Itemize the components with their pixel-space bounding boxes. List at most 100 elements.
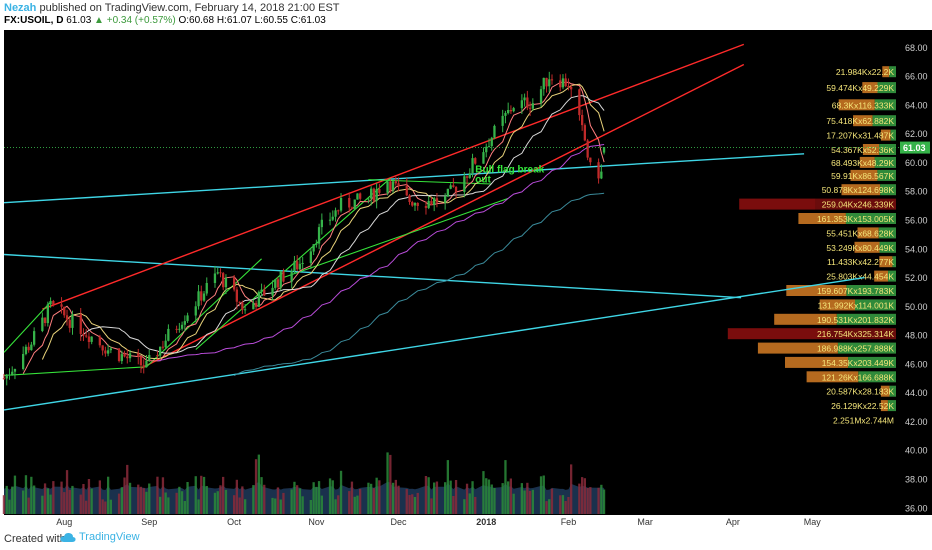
candle-body: [216, 272, 219, 274]
candle-body: [509, 110, 512, 112]
candle-body: [504, 113, 507, 116]
volume-bar: [509, 478, 512, 514]
candle-body: [52, 301, 55, 305]
symbol-name[interactable]: FX:USOIL, D: [4, 15, 64, 26]
volume-profile: 21.984Kx22.2K 59.474Kx49.229K 68.3Kx116.33…: [727, 66, 896, 426]
volume-profile-bar-down: [879, 256, 893, 268]
volume-profile-label: 190.531Kx201.832K: [817, 315, 894, 325]
volume-profile-label: 259.04Kx246.339K: [822, 200, 895, 210]
y-tick-label: 66.00: [905, 72, 928, 82]
x-tick-label: Apr: [726, 517, 740, 527]
price-chart[interactable]: 21.984Kx22.2K 59.474Kx49.229K 68.3Kx116.33…: [0, 28, 932, 528]
price-tag: [900, 141, 930, 154]
ma-line-longest: [233, 192, 605, 377]
candle-body: [257, 291, 260, 307]
volume-bar: [216, 491, 219, 514]
volume-bar: [468, 493, 471, 514]
volume-profile-bar-down: [859, 156, 875, 168]
volume-profile-label: 216.754Kx325.314K: [817, 329, 894, 339]
author-link[interactable]: Nezah: [4, 2, 37, 14]
volume-bar: [200, 475, 203, 514]
candle-body: [202, 293, 206, 301]
volume-bar: [370, 483, 373, 514]
candle-body: [581, 115, 584, 126]
candle-body: [602, 147, 606, 153]
candle-body: [290, 271, 293, 282]
candle-body: [22, 354, 25, 369]
volume-bar: [389, 454, 392, 514]
candle-body: [449, 185, 452, 189]
volume-profile-label: 53.249Kx80.449K: [826, 243, 894, 253]
candle-body: [334, 210, 337, 217]
volume-bar: [427, 477, 430, 514]
candle-body: [427, 201, 430, 208]
volume-bar: [520, 483, 523, 514]
volume-bar: [394, 479, 397, 514]
candle-body: [27, 346, 30, 351]
candle-body: [213, 273, 217, 283]
volume-bar: [528, 490, 532, 514]
volume-bar: [290, 489, 293, 514]
candle-body: [570, 86, 573, 90]
volume-bar: [539, 476, 543, 514]
candle-body: [408, 195, 411, 202]
volume-profile-bar-up: [892, 256, 896, 268]
volume-profile-bar-down: [838, 99, 875, 111]
candle-body: [126, 356, 129, 359]
candle-body: [164, 340, 167, 348]
volume-pane: [2, 452, 606, 514]
volume-profile-bar-down: [786, 285, 847, 296]
volume-bar: [298, 488, 302, 514]
volume-bar: [279, 499, 282, 514]
candle-body: [520, 100, 523, 109]
candle-body: [501, 115, 504, 126]
candle-body: [578, 89, 581, 116]
candle-body: [49, 301, 52, 305]
volume-bar: [41, 495, 44, 514]
candle-body: [397, 183, 400, 186]
x-tick-label: Oct: [227, 517, 242, 527]
volume-bar: [485, 478, 488, 514]
volume-bar: [282, 492, 285, 514]
volume-bar: [328, 478, 332, 514]
candle-body: [233, 277, 236, 290]
candle-body: [416, 203, 419, 206]
candle-body: [411, 202, 414, 206]
tradingview-logo[interactable]: TradingView: [60, 531, 140, 543]
volume-bar: [63, 492, 66, 514]
candle-body: [175, 328, 178, 330]
volume-bar: [586, 487, 589, 514]
volume-bar: [252, 485, 255, 514]
cloud-logo-icon: [60, 532, 76, 542]
volume-bar: [5, 485, 8, 514]
volume-profile-bar-up: [889, 66, 896, 78]
y-tick-label: 40.00: [905, 446, 928, 456]
volume-bar: [512, 493, 515, 514]
candle-body: [465, 176, 469, 178]
candle-body: [123, 354, 126, 357]
volume-profile-bar-up: [855, 299, 896, 311]
candle-body: [328, 219, 332, 221]
candle-body: [433, 198, 436, 205]
volume-profile-bar-down: [798, 213, 846, 224]
y-tick-label: 64.00: [905, 100, 928, 110]
candle-body: [523, 97, 526, 101]
flag-line: [195, 177, 391, 350]
volume-bar: [490, 484, 493, 514]
volume-bar: [271, 497, 274, 514]
volume-profile-bar-up: [846, 285, 896, 296]
candle-body: [183, 321, 186, 325]
candle-body: [241, 302, 244, 310]
volume-profile-bar-down: [862, 144, 880, 155]
candle-body: [389, 181, 392, 191]
flag-line: [283, 197, 509, 279]
candle-body: [139, 356, 143, 366]
volume-profile-label: 17.207Kx31.487K: [826, 131, 894, 141]
volume-bar: [449, 480, 452, 514]
candle-body: [359, 193, 362, 199]
candle-body: [548, 79, 551, 87]
volume-profile-bar-up: [845, 213, 896, 224]
y-tick-label: 48.00: [905, 331, 928, 341]
candle-body: [197, 291, 200, 307]
volume-bar: [233, 495, 236, 514]
